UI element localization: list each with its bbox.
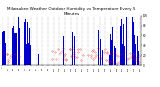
Bar (12, 28, 13, 65)
Bar (27, 22, 28, 65)
Bar (124, 46, 125, 65)
Bar (110, 34, 111, 65)
Bar (109, 55, 110, 65)
Bar (13, 26, 14, 65)
Bar (63, 36, 64, 65)
Bar (18, 17, 19, 65)
Bar (134, 35, 135, 65)
Bar (26, 44, 27, 65)
Bar (98, 30, 99, 65)
Bar (132, 17, 133, 65)
Bar (29, 28, 30, 65)
Bar (28, 43, 29, 65)
Bar (5, 43, 6, 65)
Bar (25, 19, 26, 65)
Bar (123, 24, 124, 65)
Bar (3, 31, 4, 65)
Bar (100, 39, 101, 65)
Bar (19, 28, 20, 65)
Bar (112, 27, 113, 65)
Bar (74, 36, 75, 65)
Bar (16, 33, 17, 65)
Bar (122, 44, 123, 65)
Bar (24, 22, 25, 65)
Bar (121, 19, 122, 65)
Bar (4, 31, 5, 65)
Bar (15, 33, 16, 65)
Bar (14, 33, 15, 65)
Title: Milwaukee Weather Outdoor Humidity vs Temperature Every 5 Minutes: Milwaukee Weather Outdoor Humidity vs Te… (7, 7, 136, 16)
Bar (72, 32, 73, 65)
Bar (126, 17, 127, 65)
Bar (138, 51, 139, 65)
Bar (111, 39, 112, 65)
Bar (38, 54, 39, 65)
Bar (120, 26, 121, 65)
Bar (30, 45, 31, 65)
Bar (115, 48, 116, 65)
Bar (135, 44, 136, 65)
Bar (102, 50, 103, 65)
Bar (2, 32, 3, 65)
Bar (114, 46, 115, 65)
Bar (137, 36, 138, 65)
Bar (133, 22, 134, 65)
